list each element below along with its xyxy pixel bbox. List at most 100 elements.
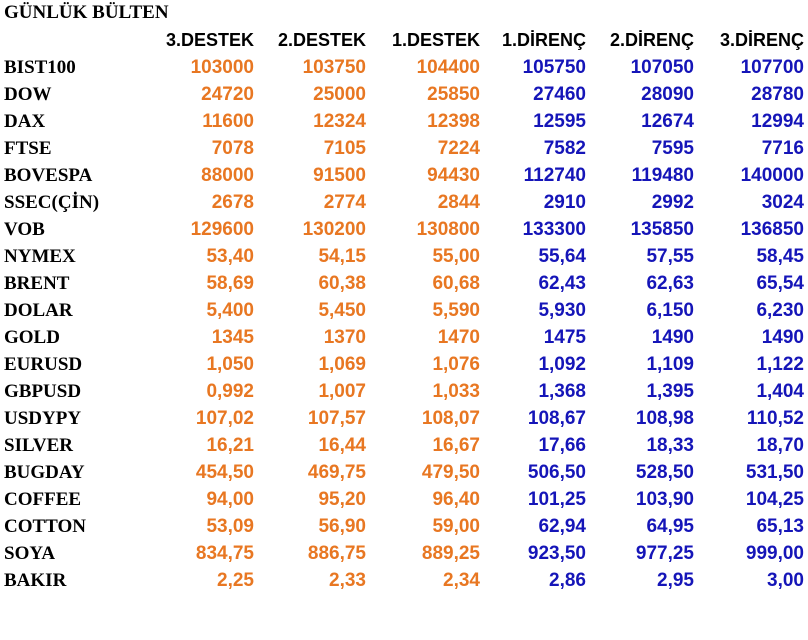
support-value: 2,33 — [329, 569, 366, 591]
table-row: BIST100 103000 103750 104400 105750 107050 107… — [0, 54, 804, 81]
resistance-value: 136850 — [740, 218, 804, 240]
col-header: 2.DİRENÇ — [609, 30, 694, 50]
resistance-value: 7595 — [651, 137, 694, 159]
resistance-value: 2992 — [651, 191, 694, 213]
resistance-value: 1,092 — [538, 353, 586, 375]
resistance-value: 2910 — [543, 191, 586, 213]
support-value: 2,25 — [217, 569, 254, 591]
support-value: 12398 — [427, 110, 480, 132]
resistance-value: 101,25 — [527, 488, 586, 510]
support-value: 58,69 — [206, 272, 254, 294]
table-row: COTTON 53,09 56,90 59,00 62,94 64,95 65,13 — [0, 513, 804, 540]
resistance-value: 1,109 — [646, 353, 694, 375]
support-value: 1,076 — [432, 353, 480, 375]
support-value: 16,21 — [206, 434, 254, 456]
resistance-value: 103,90 — [635, 488, 694, 510]
support-value: 94,00 — [206, 488, 254, 510]
table-row: COFFEE 94,00 95,20 96,40 101,25 103,90 104,25 — [0, 486, 804, 513]
resistance-value: 64,95 — [646, 515, 694, 537]
support-value: 103750 — [302, 56, 366, 78]
instrument-name: COFFEE — [4, 488, 82, 510]
resistance-value: 1,122 — [756, 353, 804, 375]
resistance-value: 119480 — [631, 164, 694, 186]
support-value: 1,007 — [318, 380, 366, 402]
support-value: 1345 — [211, 326, 254, 348]
table-row: VOB 129600 130200 130800 133300 135850 136850 — [0, 216, 804, 243]
instrument-name: DOW — [4, 83, 52, 105]
resistance-value: 12595 — [533, 110, 586, 132]
table-row: EURUSD 1,050 1,069 1,076 1,092 1,109 1,122 — [0, 351, 804, 378]
resistance-value: 3024 — [761, 191, 804, 213]
resistance-value: 28780 — [751, 83, 804, 105]
instrument-name: DAX — [4, 110, 46, 132]
resistance-value: 55,64 — [538, 245, 586, 267]
resistance-value: 5,930 — [538, 299, 586, 321]
resistance-value: 65,13 — [756, 515, 804, 537]
resistance-value: 28090 — [641, 83, 694, 105]
support-value: 889,25 — [421, 542, 480, 564]
instrument-name: DOLAR — [4, 299, 73, 321]
support-value: 53,09 — [206, 515, 254, 537]
instrument-name: VOB — [4, 218, 45, 240]
resistance-value: 27460 — [533, 83, 586, 105]
support-value: 56,90 — [318, 515, 366, 537]
table-row: GOLD 1345 1370 1470 1475 1490 1490 — [0, 324, 804, 351]
support-value: 60,68 — [432, 272, 480, 294]
table-row: BOVESPA 88000 91500 94430 112740 119480 140000 — [0, 162, 804, 189]
resistance-value: 1,404 — [756, 380, 804, 402]
resistance-value: 62,43 — [538, 272, 586, 294]
resistance-value: 17,66 — [538, 434, 586, 456]
resistance-value: 12994 — [751, 110, 804, 132]
support-value: 107,57 — [307, 407, 366, 429]
table-row: USDYPY 107,02 107,57 108,07 108,67 108,98 110,… — [0, 405, 804, 432]
support-value: 7224 — [437, 137, 480, 159]
resistance-value: 528,50 — [635, 461, 694, 483]
instrument-name: EURUSD — [4, 353, 83, 375]
resistance-value: 2,86 — [549, 569, 586, 591]
support-value: 94430 — [427, 164, 480, 186]
instrument-name: FTSE — [4, 137, 52, 159]
table-row: SSEC(ÇİN) 2678 2774 2844 2910 2992 3024 — [0, 189, 804, 216]
bulletin-title: GÜNLÜK BÜLTEN — [4, 2, 169, 23]
support-value: 7105 — [323, 137, 366, 159]
support-value: 96,40 — [432, 488, 480, 510]
resistance-value: 107700 — [740, 56, 804, 78]
instrument-name: GBPUSD — [4, 380, 82, 402]
instrument-name: BUGDAY — [4, 461, 85, 483]
resistance-value: 1475 — [543, 326, 586, 348]
support-value: 1,033 — [432, 380, 480, 402]
col-header: 2.DESTEK — [277, 30, 366, 50]
support-value: 91500 — [313, 164, 366, 186]
instrument-name: SILVER — [4, 434, 74, 456]
support-value: 1,069 — [318, 353, 366, 375]
support-value: 53,40 — [206, 245, 254, 267]
support-value: 130200 — [302, 218, 366, 240]
support-value: 2844 — [437, 191, 480, 213]
resistance-value: 977,25 — [635, 542, 694, 564]
resistance-value: 18,70 — [756, 434, 804, 456]
support-value: 25000 — [313, 83, 366, 105]
support-value: 88000 — [201, 164, 254, 186]
support-value: 5,450 — [318, 299, 366, 321]
support-value: 479,50 — [421, 461, 480, 483]
support-value: 5,590 — [432, 299, 480, 321]
col-header: 1.DESTEK — [391, 30, 480, 50]
support-value: 16,67 — [432, 434, 480, 456]
instrument-name: BRENT — [4, 272, 70, 294]
resistance-value: 107050 — [630, 56, 694, 78]
col-header: 1.DİRENÇ — [501, 30, 586, 50]
resistance-value: 2,95 — [657, 569, 694, 591]
support-value: 834,75 — [195, 542, 254, 564]
support-value: 107,02 — [195, 407, 254, 429]
table-row: DOLAR 5,400 5,450 5,590 5,930 6,150 6,230 — [0, 297, 804, 324]
resistance-value: 18,33 — [646, 434, 694, 456]
support-value: 103000 — [190, 56, 254, 78]
support-value: 95,20 — [318, 488, 366, 510]
support-value: 104400 — [416, 56, 480, 78]
resistance-value: 58,45 — [756, 245, 804, 267]
col-header: 3.DESTEK — [165, 30, 254, 50]
resistance-value: 62,94 — [538, 515, 586, 537]
resistance-value: 7716 — [761, 137, 804, 159]
table-row: BAKIR 2,25 2,33 2,34 2,86 2,95 3,00 — [0, 567, 804, 594]
resistance-value: 65,54 — [756, 272, 804, 294]
